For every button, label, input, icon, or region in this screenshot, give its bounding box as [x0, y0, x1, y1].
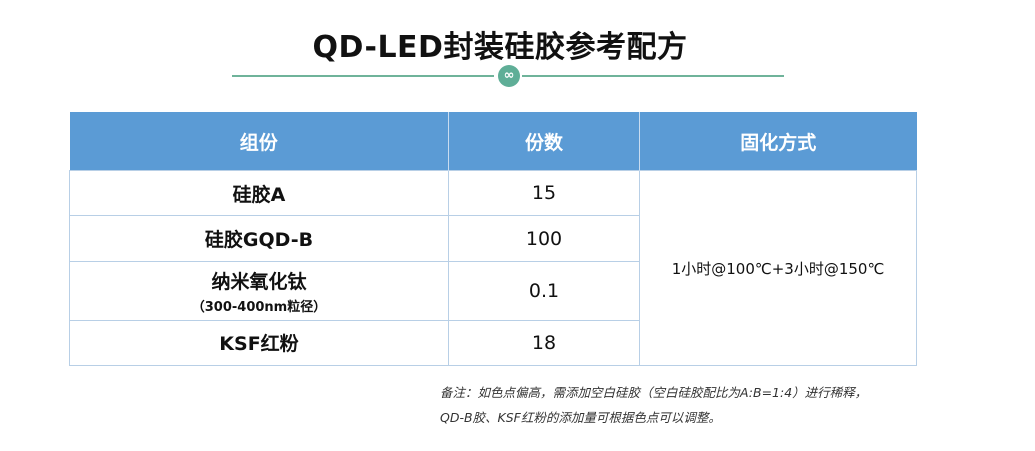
component-name: 硅胶GQD-B [204, 229, 314, 252]
component-cell: 纳米氧化钛 （300-400nm粒径） [69, 261, 449, 321]
table-row: 硅胶A 15 1小时@100℃+3小时@150℃ [69, 169, 917, 366]
formula-table: 组份 份数 固化方式 硅胶A 15 1小时@100℃+3小时@150℃ 硅胶GQ… [69, 112, 917, 367]
footnote-line-2: QD-B胶、KSF红粉的添加量可根据色点可以调整。 [440, 410, 721, 425]
component-cell: KSF红粉 [69, 319, 449, 367]
divider-line-left [232, 75, 494, 77]
table-row: 纳米氧化钛 （300-400nm粒径） 0.1 [69, 261, 917, 321]
parts-cell: 100 [448, 215, 640, 263]
parts-cell: 0.1 [448, 261, 640, 321]
component-name: 硅胶A [232, 183, 286, 206]
divider-line-right [522, 75, 784, 77]
page-title: QD-LED封装硅胶参考配方 [312, 30, 688, 65]
component-name: 纳米氧化钛 [211, 271, 307, 294]
footnote: 备注：如色点偏高，需添加空白硅胶（空白硅胶配比为A:B=1:4）进行稀释， QD… [440, 380, 940, 430]
infinity-icon: ∞ [498, 65, 520, 87]
parts-cell: 15 [448, 169, 640, 217]
component-cell: 硅胶A [69, 169, 449, 217]
header-component: 组份 [69, 112, 449, 171]
curing-cell: 1小时@100℃+3小时@150℃ [639, 170, 917, 366]
header-curing: 固化方式 [639, 112, 917, 171]
table-row: KSF红粉 18 [69, 319, 917, 367]
title-divider: ∞ [232, 63, 784, 91]
header-parts: 份数 [448, 112, 640, 171]
footnote-line-1: 备注：如色点偏高，需添加空白硅胶（空白硅胶配比为A:B=1:4）进行稀释， [440, 385, 868, 400]
table-row: 硅胶GQD-B 100 [69, 215, 917, 263]
component-name: KSF红粉 [219, 333, 299, 356]
component-subnote: （300-400nm粒径） [191, 300, 327, 316]
component-cell: 硅胶GQD-B [69, 215, 449, 263]
parts-cell: 18 [448, 319, 640, 367]
table-header-row: 组份 份数 固化方式 [69, 112, 917, 171]
